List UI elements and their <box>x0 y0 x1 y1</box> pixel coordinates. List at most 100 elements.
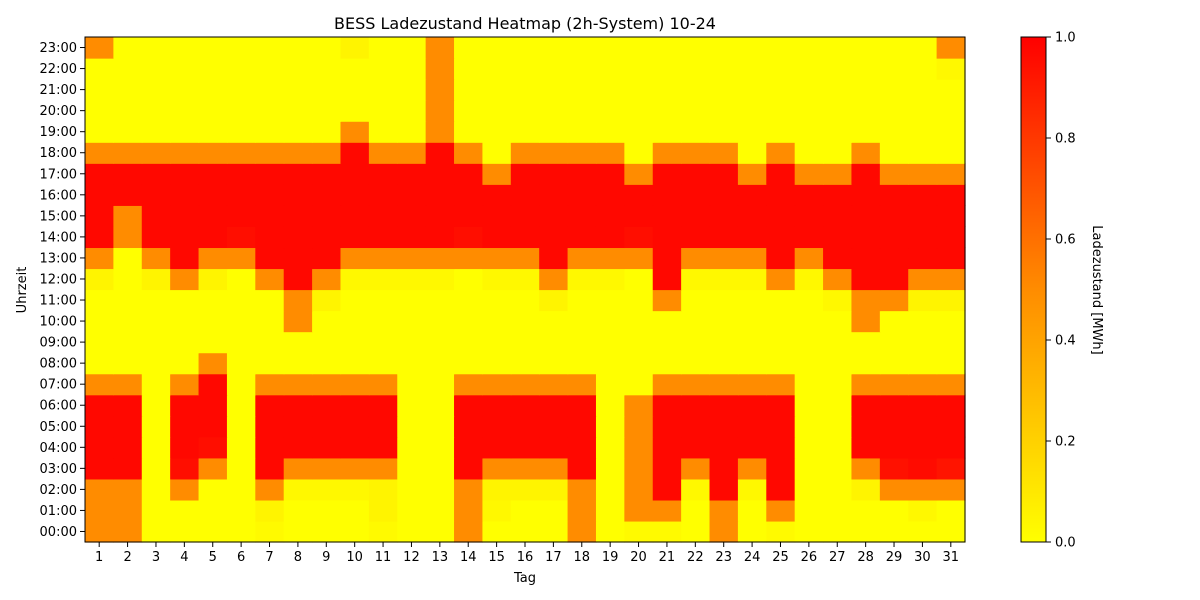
heatmap-cell <box>85 373 114 396</box>
heatmap-cell <box>397 457 427 480</box>
heatmap-cell <box>283 247 313 270</box>
heatmap-cell <box>226 100 256 122</box>
heatmap-cell <box>283 79 313 101</box>
heatmap-cell <box>823 331 853 354</box>
heatmap-cell <box>539 247 569 270</box>
heatmap-cell <box>936 100 966 122</box>
y-axis-label: Uhrzeit <box>15 267 30 314</box>
heatmap-cell <box>624 79 654 101</box>
heatmap-cell <box>226 142 256 164</box>
heatmap-cell <box>567 58 597 80</box>
heatmap-cell <box>737 58 767 80</box>
x-tick-label: 26 <box>801 550 818 565</box>
heatmap-cell <box>198 184 228 206</box>
heatmap-cell <box>737 331 767 354</box>
heatmap-cell <box>567 331 597 354</box>
heatmap-cell <box>170 352 200 375</box>
heatmap-cell <box>908 352 938 375</box>
heatmap-cell <box>851 520 881 543</box>
x-axis-label: Tag <box>513 571 536 586</box>
heatmap-cell <box>652 205 682 227</box>
heatmap-cell <box>141 499 171 522</box>
heatmap-cell <box>113 58 143 80</box>
heatmap-cell <box>340 268 370 291</box>
y-tick-label: 03:00 <box>40 462 77 477</box>
heatmap-cell <box>624 478 654 501</box>
heatmap-cell <box>170 100 200 122</box>
heatmap-cell <box>851 373 881 396</box>
heatmap-cell <box>198 58 228 80</box>
heatmap-cell <box>737 394 767 417</box>
heatmap-cell <box>766 520 796 543</box>
heatmap-cell <box>681 226 711 249</box>
x-tick-label: 18 <box>574 550 591 565</box>
x-tick-label: 8 <box>294 550 302 565</box>
heatmap-cell <box>397 310 427 333</box>
heatmap-cell <box>283 394 313 417</box>
heatmap-cell <box>908 373 938 396</box>
heatmap-cell <box>454 352 484 375</box>
heatmap-cell <box>425 415 455 438</box>
heatmap-cell <box>851 331 881 354</box>
heatmap-cell <box>170 520 200 543</box>
heatmap-cell <box>510 184 540 206</box>
heatmap-cell <box>709 331 739 354</box>
heatmap-cell <box>567 373 597 396</box>
heatmap-cell <box>908 184 938 206</box>
heatmap-cell <box>652 457 682 480</box>
heatmap-cell <box>425 121 455 143</box>
heatmap-cell <box>539 520 569 543</box>
heatmap-cell <box>283 100 313 122</box>
heatmap-cell <box>879 184 909 206</box>
heatmap-cell <box>454 121 484 143</box>
heatmap-cell <box>141 310 171 333</box>
heatmap-cell <box>340 499 370 522</box>
heatmap-cell <box>113 352 143 375</box>
chart-title: BESS Ladezustand Heatmap (2h-System) 10-… <box>334 14 716 33</box>
heatmap-cell <box>368 121 398 143</box>
heatmap-cell <box>198 520 228 543</box>
heatmap-cell <box>624 394 654 417</box>
x-tick-label: 24 <box>744 550 761 565</box>
heatmap-cell <box>709 310 739 333</box>
heatmap-cell <box>85 289 114 312</box>
heatmap-cell <box>510 415 540 438</box>
heatmap-cell <box>794 100 824 122</box>
heatmap-cell <box>113 226 143 249</box>
heatmap-cell <box>283 58 313 80</box>
heatmap-cell <box>510 478 540 501</box>
heatmap-cell <box>652 352 682 375</box>
heatmap-cell <box>397 415 427 438</box>
heatmap-cell <box>113 37 143 59</box>
heatmap-cell <box>510 247 540 270</box>
heatmap-cell <box>255 352 285 375</box>
heatmap-cell <box>170 457 200 480</box>
heatmap-cell <box>539 373 569 396</box>
heatmap-cell <box>539 436 569 459</box>
heatmap-cell <box>539 352 569 375</box>
heatmap-cell <box>255 79 285 101</box>
heatmap-cell <box>766 142 796 164</box>
heatmap-cell <box>709 226 739 249</box>
heatmap-cell <box>340 58 370 80</box>
heatmap-cell <box>823 142 853 164</box>
heatmap-cell <box>340 100 370 122</box>
heatmap-cell <box>936 58 966 80</box>
heatmap-cell <box>652 415 682 438</box>
y-tick-label: 10:00 <box>40 315 77 330</box>
heatmap-cell <box>397 142 427 164</box>
heatmap-cell <box>482 79 512 101</box>
heatmap-cell <box>737 499 767 522</box>
heatmap-cell <box>510 331 540 354</box>
heatmap-cell <box>652 520 682 543</box>
heatmap-cell <box>539 37 569 59</box>
heatmap-cell <box>312 163 342 185</box>
heatmap-cell <box>425 289 455 312</box>
heatmap-cell <box>794 184 824 206</box>
colorbar-tick-label: 0.4 <box>1055 334 1076 349</box>
heatmap-cell <box>226 478 256 501</box>
y-tick-label: 20:00 <box>40 104 77 119</box>
heatmap-cell <box>482 415 512 438</box>
heatmap-cell <box>766 478 796 501</box>
heatmap-cell <box>510 121 540 143</box>
